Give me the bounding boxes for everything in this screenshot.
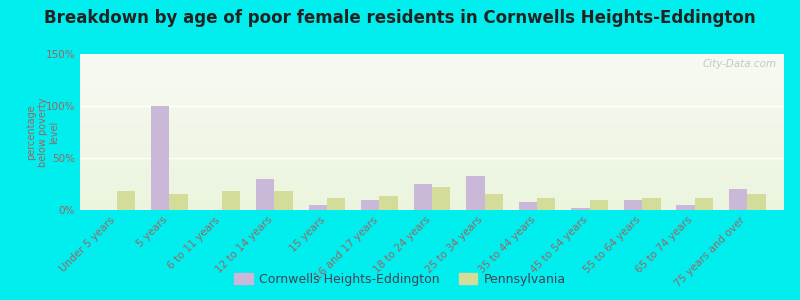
Bar bbox=[309, 205, 327, 210]
Bar bbox=[117, 191, 135, 210]
Bar bbox=[590, 200, 608, 210]
Bar bbox=[414, 184, 432, 210]
Text: City-Data.com: City-Data.com bbox=[703, 59, 777, 69]
Bar bbox=[485, 194, 503, 210]
Bar bbox=[694, 197, 713, 210]
Bar bbox=[624, 200, 642, 210]
Bar bbox=[642, 197, 661, 210]
Bar bbox=[676, 205, 694, 210]
Bar bbox=[571, 208, 590, 210]
Bar bbox=[256, 179, 274, 210]
Bar bbox=[274, 191, 293, 210]
Bar bbox=[170, 194, 188, 210]
Bar bbox=[747, 194, 766, 210]
Text: Breakdown by age of poor female residents in Cornwells Heights-Eddington: Breakdown by age of poor female resident… bbox=[44, 9, 756, 27]
Bar bbox=[432, 187, 450, 210]
Y-axis label: percentage
below poverty
level: percentage below poverty level bbox=[26, 97, 59, 167]
Bar bbox=[466, 176, 485, 210]
Bar bbox=[327, 197, 346, 210]
Bar bbox=[537, 197, 555, 210]
Bar bbox=[222, 191, 240, 210]
Bar bbox=[151, 106, 170, 210]
Bar bbox=[518, 202, 537, 210]
Bar bbox=[379, 196, 398, 210]
Legend: Cornwells Heights-Eddington, Pennsylvania: Cornwells Heights-Eddington, Pennsylvani… bbox=[230, 268, 570, 291]
Bar bbox=[729, 189, 747, 210]
Bar bbox=[361, 200, 379, 210]
